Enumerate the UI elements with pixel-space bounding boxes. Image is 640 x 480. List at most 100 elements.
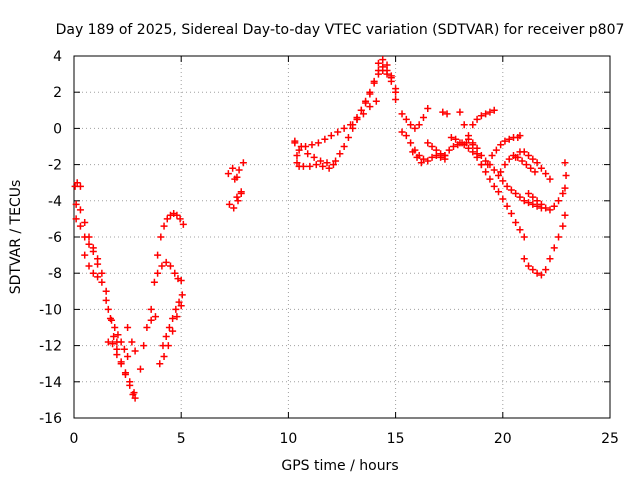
data-point (76, 206, 84, 214)
data-point (165, 324, 173, 331)
data-point (516, 132, 524, 140)
data-point (407, 139, 415, 147)
data-point (439, 108, 447, 116)
data-point (482, 110, 490, 118)
data-point (413, 153, 421, 161)
y-tick-label: -16 (39, 411, 62, 427)
data-point (120, 345, 128, 353)
data-point (312, 161, 320, 169)
data-point (473, 144, 481, 152)
data-point (229, 164, 237, 172)
x-tick-label: 15 (387, 431, 405, 447)
data-point (374, 66, 382, 74)
data-point (447, 133, 455, 141)
data-point (314, 139, 322, 147)
data-point (392, 85, 400, 93)
data-point (158, 262, 166, 270)
data-point (110, 333, 118, 341)
data-point (525, 190, 533, 198)
data-point (456, 139, 464, 147)
data-point (520, 255, 528, 263)
grid-lines (74, 56, 610, 418)
data-point (473, 115, 481, 123)
data-point (109, 340, 117, 348)
data-point (469, 139, 477, 147)
data-point (499, 177, 507, 185)
data-point (516, 193, 524, 201)
data-point (542, 204, 550, 212)
data-point (179, 220, 187, 228)
data-point (550, 202, 558, 210)
data-point (89, 269, 97, 277)
data-point (104, 338, 112, 346)
data-point (334, 128, 342, 136)
data-point (353, 114, 361, 122)
data-point (178, 291, 186, 299)
data-point (512, 153, 520, 161)
data-point (164, 342, 172, 350)
data-point (332, 157, 340, 165)
data-point (370, 79, 378, 87)
data-point (85, 262, 93, 270)
y-axis-title: SDTVAR / TECUs (8, 180, 24, 295)
data-point (340, 124, 348, 132)
data-point (387, 74, 395, 82)
data-point (85, 240, 93, 248)
data-point (559, 190, 567, 198)
data-point (527, 164, 535, 172)
data-point (432, 146, 440, 154)
data-point (317, 157, 325, 165)
data-point (482, 157, 490, 165)
data-point (295, 146, 303, 154)
data-point (505, 155, 513, 163)
data-point (175, 298, 183, 306)
data-point (362, 99, 370, 107)
data-point (546, 206, 554, 214)
data-point (486, 175, 494, 183)
y-tick-label: -14 (39, 375, 62, 391)
data-point (374, 59, 382, 67)
data-point (357, 106, 365, 114)
data-point (169, 327, 177, 335)
data-point (520, 197, 528, 205)
y-tick-label: 0 (53, 121, 62, 137)
data-points (71, 56, 570, 402)
axis-ticks (73, 55, 611, 419)
data-point (113, 338, 121, 346)
data-point (512, 219, 520, 227)
data-point (449, 143, 457, 150)
data-point (495, 171, 503, 179)
data-point (172, 305, 180, 313)
data-point (555, 233, 563, 241)
data-point (561, 184, 569, 192)
data-point (505, 135, 513, 143)
data-point (501, 161, 509, 169)
data-point (518, 157, 526, 165)
data-point (402, 115, 410, 123)
data-point (94, 255, 102, 263)
data-point (176, 215, 184, 223)
data-point (76, 222, 84, 230)
data-point (225, 200, 233, 208)
data-point (130, 389, 138, 397)
data-point (546, 175, 554, 183)
data-point (239, 159, 247, 167)
data-point (73, 179, 81, 187)
y-tick-label: -2 (48, 158, 62, 174)
data-point (102, 296, 110, 304)
data-point (452, 135, 460, 143)
data-point (81, 233, 89, 241)
data-point (336, 150, 344, 158)
data-point (366, 90, 374, 98)
data-point (131, 347, 139, 355)
data-point (235, 166, 243, 174)
x-tick-label: 0 (70, 431, 79, 447)
data-point (537, 200, 545, 208)
data-point (428, 153, 436, 161)
data-point (321, 135, 329, 143)
data-point (469, 121, 477, 129)
data-point (302, 143, 310, 150)
data-point (520, 148, 528, 156)
data-point (104, 305, 112, 313)
data-point (529, 200, 537, 208)
